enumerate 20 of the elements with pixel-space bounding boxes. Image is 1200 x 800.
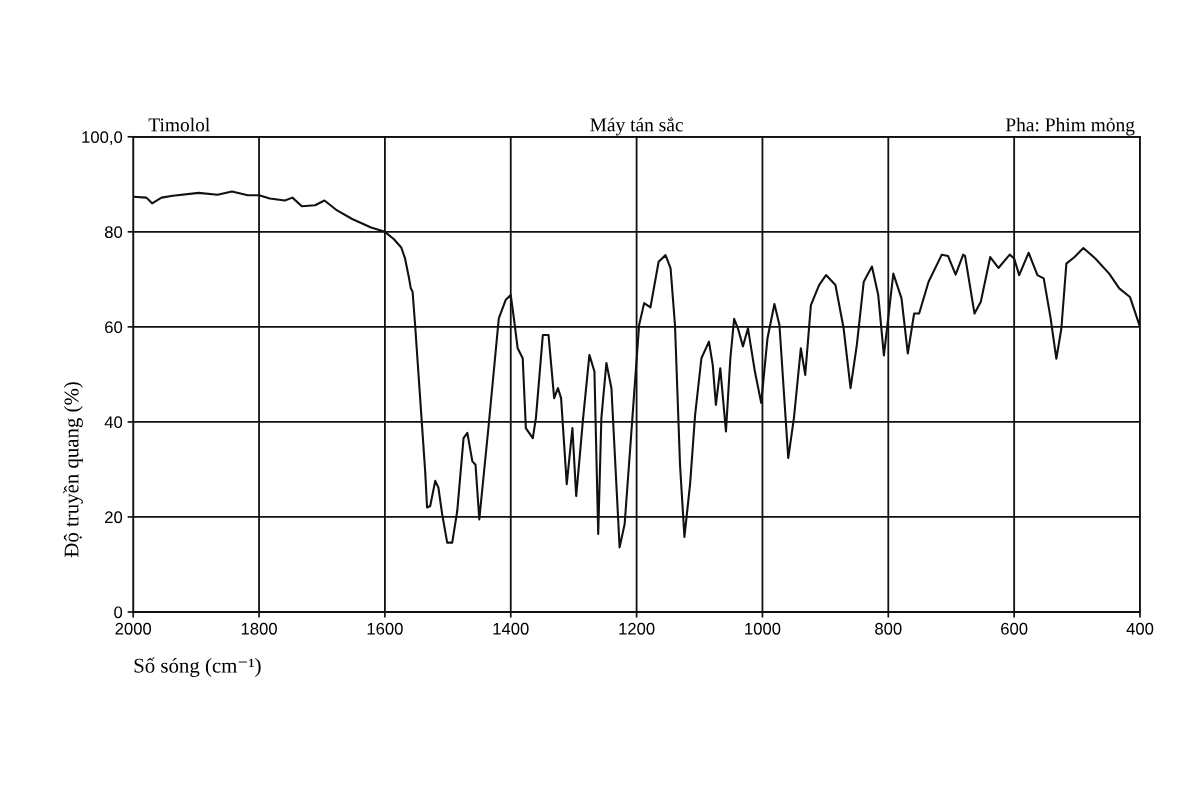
- text: Pha: Phim mỏng: [1005, 117, 1135, 136]
- x-tick-label: 1800: [241, 622, 277, 635]
- y-tick-label: 0: [114, 606, 123, 619]
- x-tick-label: 2000: [115, 622, 152, 635]
- y-tick-label: 40: [104, 416, 123, 429]
- x-axis-title: Số sóng (cm⁻¹): [134, 657, 261, 677]
- y-axis-title: Độ truyền quang (%): [63, 382, 83, 558]
- y-tick-label: 60: [105, 321, 123, 334]
- x-tick-label: 600: [1001, 622, 1028, 635]
- x-tick-label: 1600: [367, 622, 403, 635]
- x-tick-label: 1200: [619, 622, 655, 635]
- x-tick-label: 1400: [493, 622, 529, 635]
- y-tick-label: 20: [105, 511, 123, 524]
- x-tick-label: 400: [1126, 622, 1154, 635]
- y-tick-label: 100,0: [82, 131, 123, 145]
- y-tick-label: 80: [104, 226, 123, 239]
- x-tick-label: 800: [875, 622, 902, 635]
- x-tick-label: 1000: [745, 622, 781, 635]
- chart-title: Timolol: [148, 117, 210, 132]
- chart-subtitle: Máy tán sắc: [590, 117, 683, 136]
